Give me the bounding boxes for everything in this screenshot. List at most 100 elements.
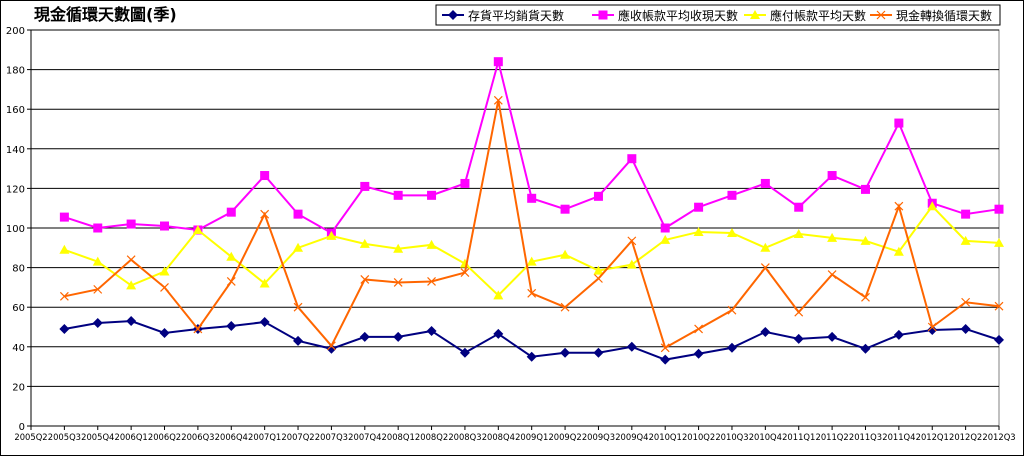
marker (126, 255, 136, 265)
marker (293, 209, 303, 219)
y-tick-label: 40 (12, 343, 25, 354)
marker (360, 181, 370, 191)
marker (260, 209, 270, 219)
marker (894, 118, 904, 128)
marker (459, 258, 470, 268)
marker (493, 57, 503, 67)
marker (627, 236, 637, 246)
marker (560, 347, 571, 358)
marker (593, 347, 604, 358)
marker (393, 278, 403, 287)
marker (927, 324, 938, 335)
marker (393, 190, 403, 200)
x-tick-label: 2007Q3 (315, 432, 348, 442)
marker (893, 329, 904, 340)
x-tick-label: 2008Q1 (382, 432, 415, 442)
x-tick-label: 2007Q1 (248, 432, 281, 442)
marker (460, 268, 470, 277)
x-tick-label: 2011Q4 (882, 432, 915, 442)
marker (594, 274, 603, 283)
marker (326, 341, 336, 351)
marker (226, 207, 236, 217)
y-tick-label: 0 (19, 422, 25, 433)
marker (126, 316, 137, 327)
marker (960, 323, 971, 334)
marker (427, 190, 437, 200)
marker (626, 341, 637, 352)
x-tick-label: 2007Q4 (348, 432, 381, 442)
marker (393, 243, 404, 253)
x-tick-label: 2012Q2 (949, 432, 982, 442)
x-tick-label: 2008Q3 (448, 432, 481, 442)
marker (860, 235, 871, 245)
marker (160, 221, 170, 231)
x-tick-label: 2008Q2 (415, 432, 448, 442)
marker (259, 317, 270, 328)
marker (827, 331, 838, 342)
marker (92, 256, 103, 266)
x-tick-label: 2005Q2 (14, 432, 47, 442)
marker (794, 307, 804, 317)
marker (159, 266, 170, 276)
x-tick-label: 2010Q1 (649, 432, 682, 442)
marker (193, 324, 203, 334)
marker (226, 251, 237, 261)
marker (793, 228, 804, 238)
marker (293, 302, 303, 312)
marker (876, 10, 886, 20)
marker (493, 290, 504, 300)
marker (326, 343, 337, 354)
marker (694, 324, 704, 334)
legend-label: 存貨平均銷貨天數 (468, 8, 564, 23)
x-tick-label: 2011Q1 (782, 432, 815, 442)
marker (750, 10, 760, 19)
marker (93, 284, 103, 294)
chart-title: 現金循環天數圖(季) (34, 5, 177, 24)
marker (126, 280, 137, 290)
marker (626, 259, 637, 269)
marker (994, 301, 1004, 311)
marker (526, 351, 537, 362)
marker (560, 302, 570, 312)
legend-label: 現金轉換循環天數 (896, 8, 992, 23)
x-tick-label: 2009Q3 (582, 432, 615, 442)
marker (493, 328, 504, 339)
marker (460, 178, 470, 188)
x-tick-label: 2006Q2 (148, 432, 181, 442)
marker (894, 201, 904, 211)
legend-box (435, 4, 1001, 26)
marker (59, 212, 69, 222)
marker (259, 278, 270, 288)
marker (660, 354, 671, 365)
x-tick-label: 2006Q3 (181, 432, 214, 442)
marker (226, 321, 237, 332)
y-tick-label: 20 (12, 382, 25, 393)
marker (427, 277, 436, 286)
marker (694, 202, 704, 212)
marker (893, 246, 904, 256)
y-tick-label: 140 (6, 145, 25, 156)
marker (660, 343, 670, 353)
marker (927, 322, 937, 332)
marker (760, 263, 770, 273)
marker (126, 219, 136, 229)
marker (760, 326, 771, 337)
y-tick-label: 200 (6, 26, 25, 37)
marker (727, 305, 737, 315)
marker (293, 335, 304, 346)
x-tick-label: 2005Q3 (48, 432, 81, 442)
marker (960, 235, 971, 245)
marker (627, 154, 637, 164)
x-tick-label: 2012Q3 (982, 432, 1015, 442)
marker (760, 242, 771, 252)
marker (994, 237, 1004, 247)
marker (593, 265, 604, 275)
marker (994, 334, 1004, 345)
marker (293, 242, 304, 252)
y-tick-label: 120 (6, 184, 25, 195)
marker (192, 224, 203, 234)
marker (860, 343, 871, 354)
x-tick-label: 2010Q4 (749, 432, 782, 442)
y-tick-label: 60 (12, 303, 25, 314)
